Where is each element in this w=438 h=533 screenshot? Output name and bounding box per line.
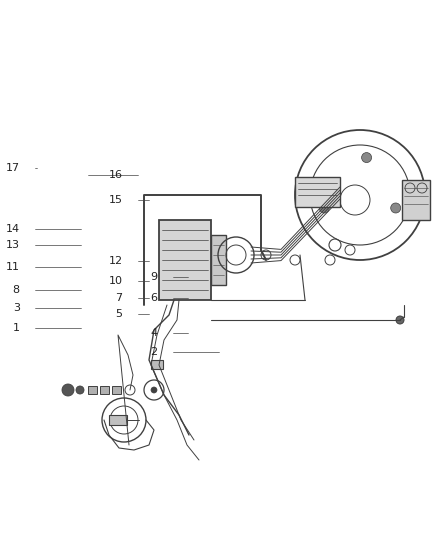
Circle shape <box>76 386 84 394</box>
Bar <box>211 235 226 285</box>
Text: 11: 11 <box>6 262 20 271</box>
Text: 16: 16 <box>109 170 123 180</box>
Bar <box>100 386 109 394</box>
Text: 2: 2 <box>151 347 158 357</box>
Text: 15: 15 <box>109 195 123 205</box>
Text: 1: 1 <box>13 323 20 333</box>
Text: 3: 3 <box>13 303 20 313</box>
Text: 8: 8 <box>13 286 20 295</box>
Text: 9: 9 <box>151 272 158 282</box>
Bar <box>295 177 340 207</box>
Circle shape <box>62 384 74 396</box>
Circle shape <box>362 152 371 163</box>
Text: 6: 6 <box>151 294 158 303</box>
Bar <box>112 386 121 394</box>
Circle shape <box>151 387 157 393</box>
Bar <box>402 180 430 220</box>
Bar <box>109 415 127 425</box>
Text: 12: 12 <box>109 256 123 266</box>
Bar <box>159 220 211 300</box>
Text: 13: 13 <box>6 240 20 250</box>
Circle shape <box>319 203 329 213</box>
Bar <box>151 360 163 369</box>
Circle shape <box>391 203 401 213</box>
Text: 4: 4 <box>151 328 158 338</box>
Text: 14: 14 <box>6 224 20 234</box>
Text: 10: 10 <box>109 277 123 286</box>
Text: 17: 17 <box>6 163 20 173</box>
Text: 7: 7 <box>116 294 123 303</box>
Circle shape <box>396 316 404 324</box>
Text: 5: 5 <box>116 310 123 319</box>
Bar <box>88 386 97 394</box>
